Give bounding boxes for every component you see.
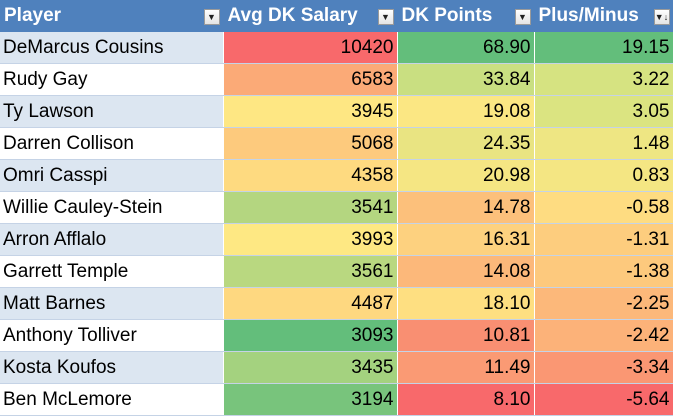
plusminus-cell[interactable]: 3.22 [534,63,673,96]
header-salary: Avg DK Salary ▼ [223,0,398,32]
salary-cell[interactable]: 5068 [223,127,398,160]
points-cell[interactable]: 10.81 [397,319,535,352]
salary-cell[interactable]: 3194 [223,383,398,416]
header-row: Player ▼ Avg DK Salary ▼ DK Points ▼ Plu… [0,0,673,32]
table-row: Ty Lawson 3945 19.08 3.05 [0,95,673,128]
header-player: Player ▼ [0,0,224,32]
points-cell[interactable]: 19.08 [397,95,535,128]
header-plusminus: Plus/Minus ▼↓ [534,0,673,32]
table-row: Matt Barnes 4487 18.10 -2.25 [0,287,673,320]
sort-descending-icon[interactable]: ▼↓ [653,9,670,25]
salary-cell[interactable]: 10420 [223,32,398,64]
points-cell[interactable]: 18.10 [397,287,535,320]
plusminus-cell[interactable]: -5.64 [534,383,673,416]
player-cell[interactable]: Ben McLemore [0,383,224,416]
table-row: Arron Afflalo 3993 16.31 -1.31 [0,223,673,256]
header-points-label: DK Points [401,4,493,26]
plusminus-cell[interactable]: 19.15 [534,32,673,64]
player-cell[interactable]: Darren Collison [0,127,224,160]
header-player-label: Player [4,4,62,26]
dropdown-arrow-icon[interactable]: ▼ [377,9,394,25]
salary-cell[interactable]: 6583 [223,63,398,96]
plusminus-cell[interactable]: -0.58 [534,191,673,224]
plusminus-cell[interactable]: -1.31 [534,223,673,256]
salary-cell[interactable]: 3945 [223,95,398,128]
header-salary-label: Avg DK Salary [227,4,358,26]
salary-cell[interactable]: 3093 [223,319,398,352]
player-cell[interactable]: Kosta Koufos [0,351,224,384]
points-cell[interactable]: 68.90 [397,32,535,64]
table-row: Rudy Gay 6583 33.84 3.22 [0,63,673,96]
plusminus-cell[interactable]: -3.34 [534,351,673,384]
points-cell[interactable]: 11.49 [397,351,535,384]
plusminus-cell[interactable]: -1.38 [534,255,673,288]
points-cell[interactable]: 14.08 [397,255,535,288]
player-cell[interactable]: Willie Cauley-Stein [0,191,224,224]
player-cell[interactable]: Arron Afflalo [0,223,224,256]
player-cell[interactable]: DeMarcus Cousins [0,32,224,64]
table-row: Ben McLemore 3194 8.10 -5.64 [0,383,673,416]
table-row: DeMarcus Cousins 10420 68.90 19.15 [0,32,673,64]
salary-cell[interactable]: 3435 [223,351,398,384]
table-row: Anthony Tolliver 3093 10.81 -2.42 [0,319,673,352]
table-row: Omri Casspi 4358 20.98 0.83 [0,159,673,192]
points-cell[interactable]: 33.84 [397,63,535,96]
table-row: Kosta Koufos 3435 11.49 -3.34 [0,351,673,384]
salary-cell[interactable]: 3541 [223,191,398,224]
points-cell[interactable]: 16.31 [397,223,535,256]
player-cell[interactable]: Anthony Tolliver [0,319,224,352]
plusminus-cell[interactable]: 3.05 [534,95,673,128]
plusminus-cell[interactable]: -2.42 [534,319,673,352]
table-row: Willie Cauley-Stein 3541 14.78 -0.58 [0,191,673,224]
points-cell[interactable]: 14.78 [397,191,535,224]
player-cell[interactable]: Rudy Gay [0,63,224,96]
plusminus-cell[interactable]: 1.48 [534,127,673,160]
salary-cell[interactable]: 3993 [223,223,398,256]
table-row: Darren Collison 5068 24.35 1.48 [0,127,673,160]
player-cell[interactable]: Ty Lawson [0,95,224,128]
salary-cell[interactable]: 3561 [223,255,398,288]
plusminus-cell[interactable]: -2.25 [534,287,673,320]
player-cell[interactable]: Omri Casspi [0,159,224,192]
points-cell[interactable]: 8.10 [397,383,535,416]
header-points: DK Points ▼ [397,0,535,32]
plusminus-cell[interactable]: 0.83 [534,159,673,192]
dropdown-arrow-icon[interactable]: ▼ [514,9,531,25]
points-cell[interactable]: 24.35 [397,127,535,160]
table-row: Garrett Temple 3561 14.08 -1.38 [0,255,673,288]
header-plusminus-label: Plus/Minus [538,4,639,26]
salary-cell[interactable]: 4358 [223,159,398,192]
dropdown-arrow-icon[interactable]: ▼ [203,9,220,25]
player-cell[interactable]: Matt Barnes [0,287,224,320]
player-cell[interactable]: Garrett Temple [0,255,224,288]
points-cell[interactable]: 20.98 [397,159,535,192]
salary-cell[interactable]: 4487 [223,287,398,320]
